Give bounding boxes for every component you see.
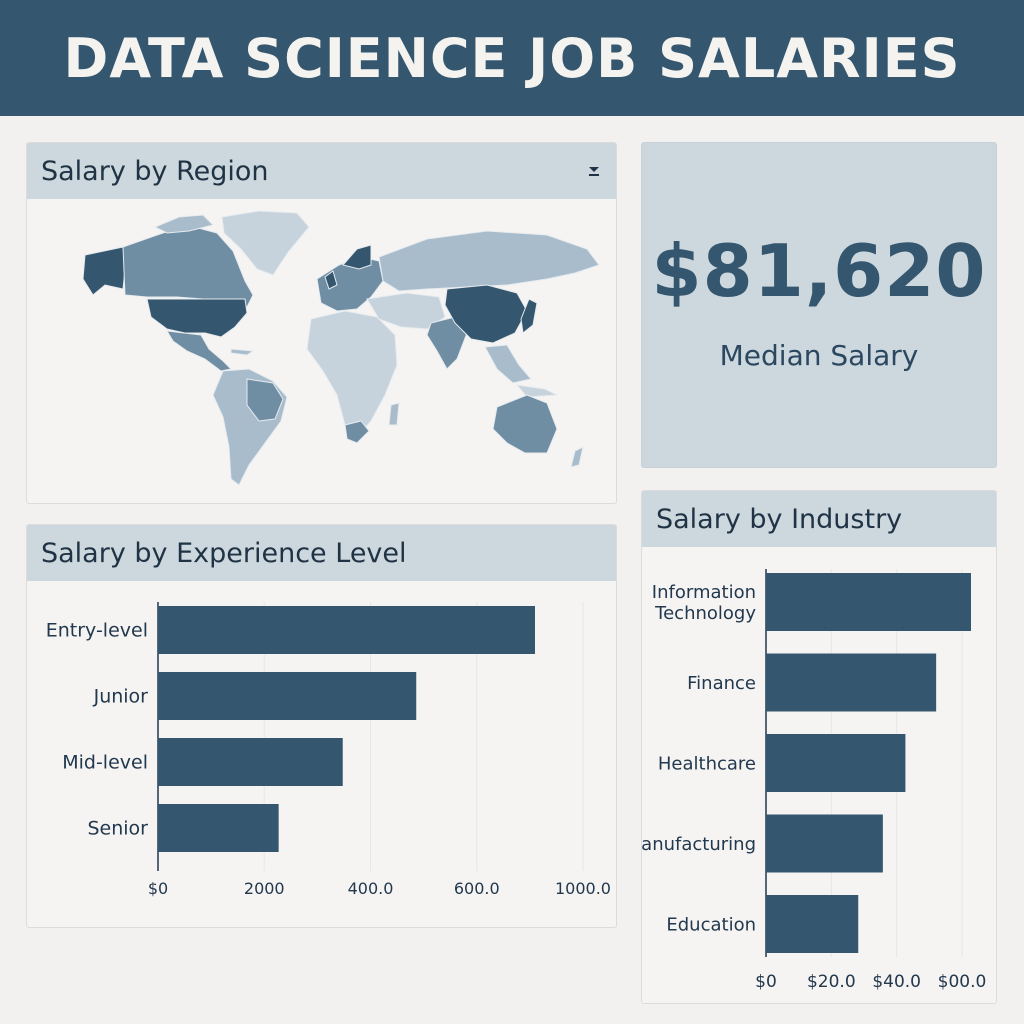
region-panel-header: Salary by Region: [27, 143, 616, 199]
category-label: Information: [652, 582, 756, 603]
experience-panel-header: Salary by Experience Level: [27, 525, 616, 581]
bar: [158, 738, 343, 786]
experience-bar-chart: $0 2000 400.0 600.0 1000.0 Entry-level Junior M…: [46, 602, 611, 898]
map-region-greenland: [221, 210, 310, 276]
bar: [766, 653, 937, 712]
map-region-australia: [492, 394, 558, 454]
map-region-china: [444, 284, 528, 344]
industry-panel: Salary by Industry $0 $20.0 $40.0 $00.0 Info…: [641, 490, 997, 1004]
median-salary-value: $81,620: [651, 228, 987, 313]
x-tick-label: $0: [755, 972, 777, 992]
bar: [158, 804, 279, 852]
world-map[interactable]: [27, 199, 616, 503]
category-label: Entry-level: [46, 620, 148, 642]
region-panel: Salary by Region: [26, 142, 617, 504]
x-tick-label: 600.0: [454, 879, 500, 898]
x-tick-label: $40.0: [872, 972, 921, 992]
x-tick-label: $00.0: [938, 972, 987, 992]
bar: [766, 573, 971, 631]
region-panel-title: Salary by Region: [41, 155, 269, 187]
bar: [766, 895, 859, 953]
x-tick-label: 1000.0: [555, 879, 611, 898]
page-title: DATA SCIENCE JOB SALARIES: [63, 26, 961, 90]
map-region-usa: [146, 298, 248, 338]
map-region-russia: [378, 230, 600, 292]
experience-panel-title: Salary by Experience Level: [41, 537, 407, 569]
experience-panel: Salary by Experience Level $0 2000 400.0 60…: [26, 524, 617, 928]
x-tick-label: $20.0: [807, 972, 856, 992]
chevron-down-icon[interactable]: [586, 161, 602, 179]
industry-panel-header: Salary by Industry: [642, 491, 996, 547]
map-region-mexico: [166, 330, 233, 372]
x-tick-label: 2000: [244, 879, 285, 898]
map-region-africa: [306, 310, 398, 438]
median-salary-label: Median Salary: [719, 338, 919, 372]
category-label: Healthcare: [658, 753, 756, 774]
bar: [766, 734, 906, 792]
dashboard-header: DATA SCIENCE JOB SALARIES: [0, 0, 1024, 116]
map-region-alaska: [82, 246, 126, 296]
industry-panel-title: Salary by Industry: [656, 503, 903, 535]
category-label: Technology: [654, 603, 756, 624]
category-label: Manufacturing: [642, 834, 756, 855]
map-region-japan: [520, 298, 538, 334]
bar: [766, 814, 883, 873]
category-label: Senior: [87, 818, 148, 840]
category-label: Mid-level: [62, 752, 148, 774]
x-tick-label: 400.0: [348, 879, 394, 898]
bar: [158, 606, 535, 654]
category-label: Education: [666, 914, 756, 935]
x-tick-label: $0: [148, 879, 168, 898]
category-label: Finance: [687, 673, 756, 694]
median-salary-card: $81,620 Median Salary: [641, 142, 997, 468]
bar: [158, 672, 417, 720]
category-label: Junior: [93, 686, 149, 708]
